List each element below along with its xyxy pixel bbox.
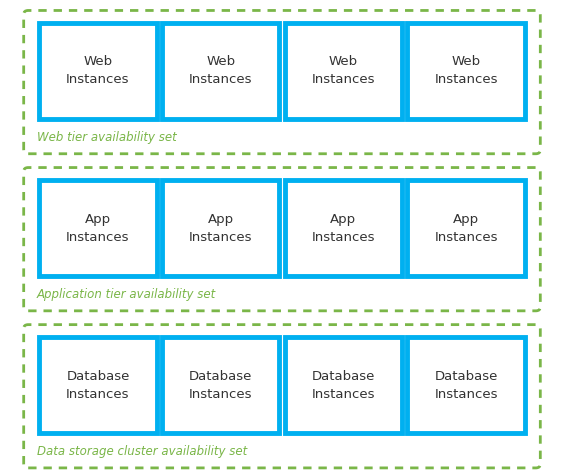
FancyBboxPatch shape — [39, 337, 156, 433]
Text: Application tier availability set: Application tier availability set — [37, 288, 216, 301]
FancyBboxPatch shape — [407, 337, 525, 433]
FancyBboxPatch shape — [285, 180, 402, 276]
FancyBboxPatch shape — [285, 23, 402, 119]
Text: App
Instances: App Instances — [434, 212, 498, 244]
Text: Database
Instances: Database Instances — [311, 369, 375, 401]
Text: Data storage cluster availability set: Data storage cluster availability set — [37, 446, 247, 458]
Text: Database
Instances: Database Instances — [434, 369, 498, 401]
FancyBboxPatch shape — [162, 23, 279, 119]
Text: App
Instances: App Instances — [66, 212, 130, 244]
FancyBboxPatch shape — [39, 180, 156, 276]
FancyBboxPatch shape — [407, 23, 525, 119]
Text: Database
Instances: Database Instances — [189, 369, 253, 401]
FancyBboxPatch shape — [24, 10, 540, 154]
FancyBboxPatch shape — [24, 325, 540, 468]
Text: Web
Instances: Web Instances — [311, 55, 375, 87]
FancyBboxPatch shape — [285, 337, 402, 433]
Text: Web tier availability set: Web tier availability set — [37, 131, 177, 144]
FancyBboxPatch shape — [39, 23, 156, 119]
FancyBboxPatch shape — [162, 337, 279, 433]
FancyBboxPatch shape — [407, 180, 525, 276]
Text: Web
Instances: Web Instances — [434, 55, 498, 87]
FancyBboxPatch shape — [24, 168, 540, 311]
Text: App
Instances: App Instances — [189, 212, 253, 244]
FancyBboxPatch shape — [162, 180, 279, 276]
Text: Web
Instances: Web Instances — [66, 55, 130, 87]
Text: Database
Instances: Database Instances — [66, 369, 130, 401]
Text: Web
Instances: Web Instances — [189, 55, 253, 87]
Text: App
Instances: App Instances — [311, 212, 375, 244]
